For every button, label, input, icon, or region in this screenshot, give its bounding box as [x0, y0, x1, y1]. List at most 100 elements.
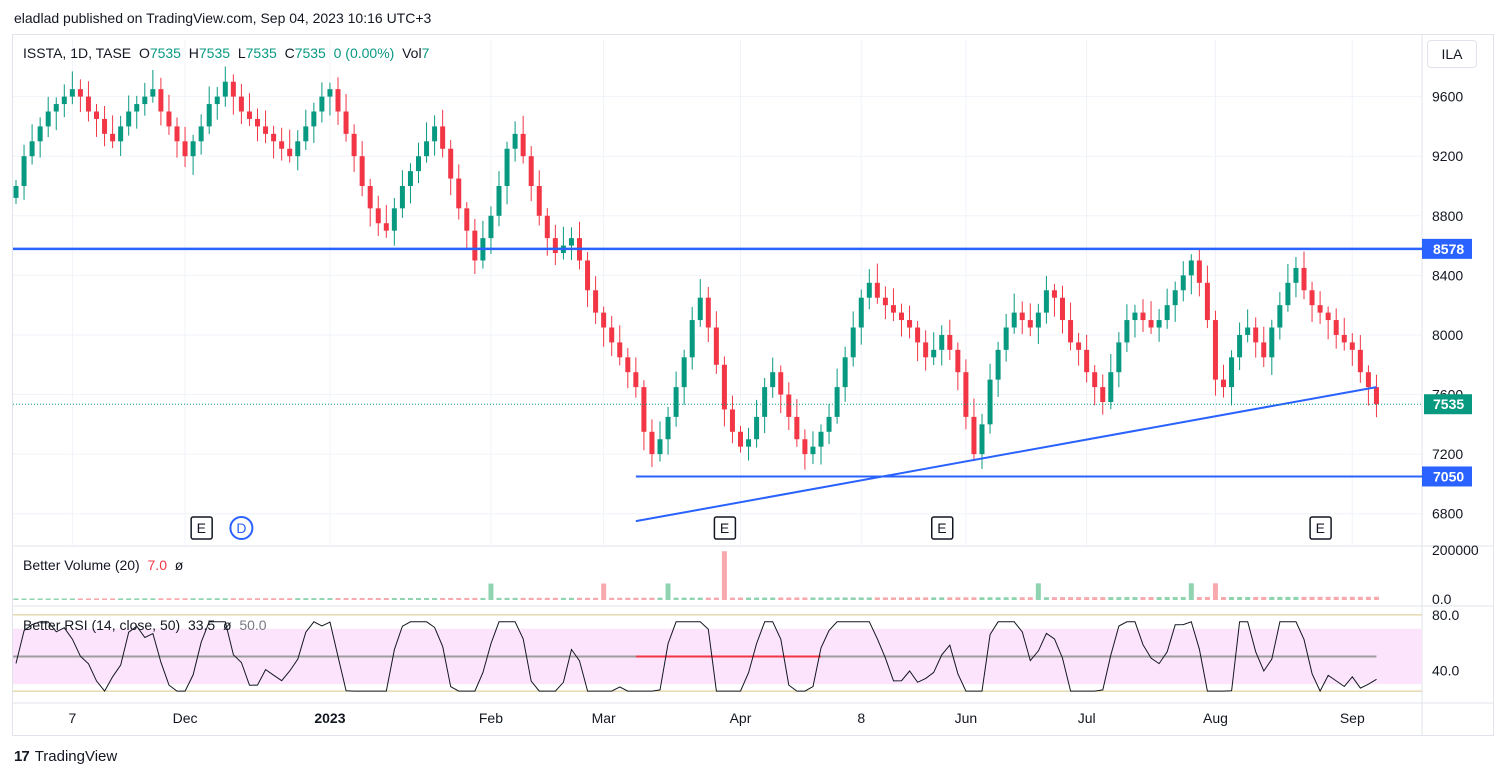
- symbol-name[interactable]: ISSTA, 1D, TASE: [23, 45, 132, 61]
- candle: [987, 363, 993, 434]
- candle: [738, 425, 743, 453]
- volume-bar: [1060, 597, 1065, 600]
- candle-body: [295, 141, 301, 157]
- volume-bar: [1116, 597, 1122, 600]
- volume-bar: [134, 598, 140, 600]
- volume-bar: [29, 598, 35, 600]
- chart-frame: [12, 34, 1494, 736]
- candle: [150, 69, 156, 103]
- candle-body: [673, 387, 679, 417]
- candle: [45, 96, 51, 138]
- candle: [319, 82, 325, 123]
- candle: [432, 115, 438, 156]
- brand[interactable]: 17 TradingView: [14, 748, 117, 765]
- candle-body: [1132, 312, 1138, 321]
- candle-body: [407, 171, 413, 186]
- candle-body: [882, 297, 888, 306]
- rsi-pane-title[interactable]: Better RSI (14, close, 50): [23, 617, 181, 633]
- time-axis-label: Feb: [479, 710, 503, 726]
- candle-body: [271, 133, 277, 142]
- volume-bar: [1293, 596, 1299, 600]
- candle: [899, 303, 904, 337]
- candle-body: [1293, 267, 1299, 283]
- candle: [407, 163, 413, 204]
- volume-bar: [1148, 597, 1154, 600]
- candle-body: [1092, 372, 1098, 388]
- candle: [874, 263, 880, 304]
- rsi-axis-label: 80.0: [1432, 607, 1459, 623]
- volume-bar: [182, 598, 188, 600]
- candle-body: [464, 208, 470, 231]
- candle: [94, 104, 99, 137]
- candle-body: [134, 104, 140, 112]
- candle: [882, 286, 888, 320]
- candle: [794, 399, 800, 447]
- candle-body: [601, 312, 607, 328]
- candle: [907, 305, 913, 339]
- price-level-label: 8578: [1433, 241, 1464, 257]
- candle-body: [351, 133, 357, 157]
- volume-bar: [1229, 596, 1235, 600]
- support-trendline: [635, 386, 1377, 523]
- candle-body: [609, 327, 615, 343]
- candle-body: [335, 89, 341, 112]
- candle-body: [1301, 267, 1307, 291]
- candle-body: [1108, 372, 1114, 402]
- candle: [126, 95, 132, 136]
- candle-body: [1245, 327, 1251, 335]
- candle: [995, 341, 1001, 397]
- volume-bar: [45, 598, 51, 600]
- price-level-badge: [1422, 238, 1472, 259]
- candle: [520, 115, 526, 164]
- candle-body: [102, 118, 108, 134]
- candle: [230, 74, 236, 115]
- volume-bar: [206, 598, 212, 600]
- volume-bar: [279, 598, 285, 600]
- candle-body: [1164, 305, 1170, 321]
- candle-body: [1068, 320, 1074, 343]
- time-axis-label: Apr: [730, 710, 752, 726]
- candle-body: [456, 178, 462, 209]
- candle-body: [705, 297, 711, 328]
- candle: [21, 144, 27, 200]
- candle: [729, 395, 735, 444]
- candle: [1285, 264, 1291, 312]
- candle: [1349, 333, 1355, 366]
- candle-body: [1261, 342, 1267, 358]
- candle: [1212, 310, 1218, 396]
- candle: [826, 403, 832, 445]
- candle-body: [77, 89, 83, 97]
- candle-body: [552, 238, 558, 254]
- candle: [649, 419, 655, 468]
- candle-body: [1269, 327, 1275, 358]
- volume-bar: [1277, 596, 1283, 600]
- candle: [295, 130, 301, 171]
- candle-body: [1051, 290, 1057, 298]
- candle: [1172, 281, 1178, 322]
- volume-bar: [13, 598, 19, 600]
- candle: [488, 206, 494, 255]
- candle: [1051, 283, 1057, 317]
- candle: [174, 117, 180, 158]
- candle-body: [1237, 334, 1243, 358]
- volume-bar: [955, 597, 961, 600]
- candle: [1221, 364, 1226, 398]
- volume-bar: [1076, 597, 1082, 600]
- volume-bar: [568, 597, 574, 600]
- candle: [399, 170, 405, 218]
- candle: [1277, 291, 1283, 340]
- candle-body: [1309, 290, 1315, 306]
- volume-bar: [609, 597, 615, 600]
- volume-bar: [1035, 583, 1041, 600]
- currency-button[interactable]: ILA: [1427, 40, 1477, 68]
- time-axis-label: Mar: [592, 710, 616, 726]
- candle-body: [931, 349, 937, 358]
- volume-pane-title[interactable]: Better Volume (20): [23, 557, 140, 573]
- candle-body: [786, 394, 792, 417]
- candle-body: [13, 185, 19, 198]
- candle-body: [1019, 312, 1025, 321]
- candle: [351, 124, 357, 172]
- volume-bar: [198, 598, 204, 600]
- time-axis-label: Aug: [1203, 710, 1228, 726]
